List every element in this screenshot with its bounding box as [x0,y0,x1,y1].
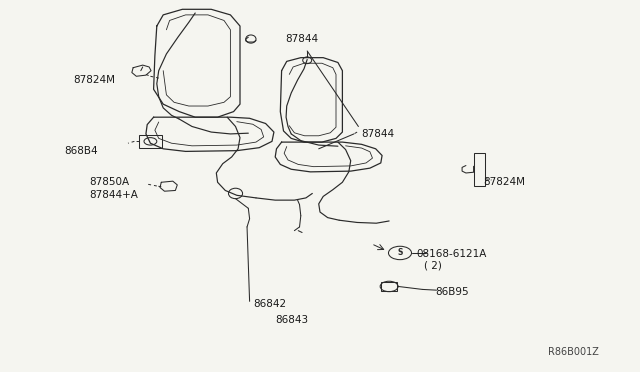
Text: 87850A: 87850A [90,177,130,187]
Text: 87844+A: 87844+A [90,190,138,200]
Text: ( 2): ( 2) [424,261,442,271]
Text: 87824M: 87824M [483,177,525,187]
Text: R86B001Z: R86B001Z [548,347,598,356]
Bar [381,282,397,291]
Text: S: S [397,248,403,257]
Text: 87844: 87844 [362,129,395,139]
Text: 87844: 87844 [285,34,318,44]
Text: 86843: 86843 [275,315,308,325]
Text: 87824M: 87824M [74,75,116,85]
Text: 86B95: 86B95 [435,287,469,297]
Text: 08168-6121A: 08168-6121A [416,249,486,259]
Text: 868B4: 868B4 [64,146,98,155]
Bar [139,135,162,148]
Text: 86842: 86842 [253,299,286,309]
Bar [474,153,485,186]
